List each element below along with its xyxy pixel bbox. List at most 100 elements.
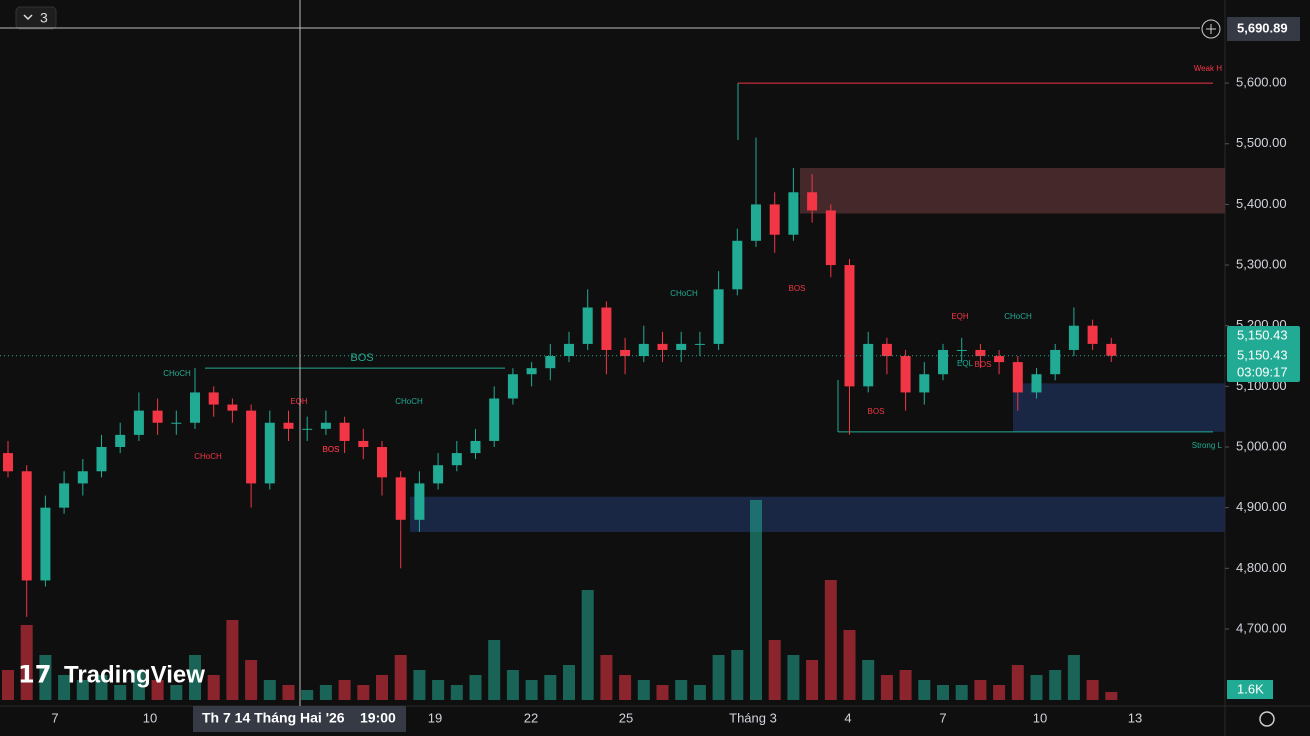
candle-body xyxy=(115,434,126,448)
volume-bar xyxy=(263,680,276,700)
candle-body xyxy=(657,343,668,350)
volume-bar xyxy=(693,685,706,700)
candle-body xyxy=(938,349,948,375)
candle-body xyxy=(620,349,631,357)
candle-body xyxy=(994,356,1005,363)
candle-body xyxy=(77,471,88,484)
volume-bar xyxy=(862,660,875,700)
volume-bar xyxy=(132,670,145,700)
volume-bar xyxy=(432,680,445,700)
volume-bar xyxy=(1030,675,1043,700)
candle-body xyxy=(526,368,537,375)
crosshair-time: 19:00 xyxy=(360,710,396,726)
candle-body xyxy=(339,422,350,441)
annotation: BOS xyxy=(789,284,806,293)
volume-bar xyxy=(843,630,856,700)
level-label: Strong L xyxy=(1192,441,1223,450)
candle-body xyxy=(320,422,331,429)
candle-body xyxy=(956,349,967,351)
volume-bar xyxy=(170,685,183,700)
candle-body xyxy=(975,349,986,357)
x-tick-label: 7 xyxy=(51,710,58,725)
candle-body xyxy=(395,477,406,520)
volume-bar xyxy=(151,680,164,700)
volume-bar xyxy=(899,670,912,700)
candle-body xyxy=(582,307,593,344)
y-tick-label: 5,000.00 xyxy=(1236,438,1287,453)
x-tick-label: 10 xyxy=(1033,710,1047,725)
add-button[interactable] xyxy=(1201,19,1221,39)
candle-body xyxy=(1087,325,1098,344)
logo-mark: 𝟭𝟳 xyxy=(18,661,51,688)
annotation: CHoCH xyxy=(670,289,698,298)
volume-bar xyxy=(656,685,669,700)
volume-bar xyxy=(955,685,968,700)
countdown: 03:09:17 xyxy=(1237,364,1288,379)
candle-body xyxy=(40,507,51,581)
candle-body xyxy=(1031,374,1042,393)
candle-body xyxy=(377,447,387,478)
volume-bar xyxy=(675,680,688,700)
logo-text: TradingView xyxy=(64,661,205,688)
candle-body xyxy=(545,356,556,369)
plot: BOS Weak H Strong L CHoCH CHoCH EQH BOS CHoCH BO… xyxy=(2,64,1225,700)
volume-bar xyxy=(189,655,201,700)
candle-body xyxy=(769,204,780,235)
annotation: BOS xyxy=(323,445,340,454)
volume-bar xyxy=(993,685,1006,700)
volume-bar xyxy=(76,680,89,700)
candle-body xyxy=(1068,325,1079,350)
volume-bar xyxy=(637,680,650,700)
annotation: CHoCH xyxy=(1004,312,1032,321)
candle-body xyxy=(302,428,313,430)
volume-bar xyxy=(787,655,800,700)
volume-bar xyxy=(413,670,426,700)
candle-body xyxy=(190,392,200,423)
candle-body xyxy=(694,343,705,345)
annotation: CHoCH xyxy=(163,369,191,378)
volume-bar xyxy=(282,685,295,700)
candle-body xyxy=(227,404,238,411)
candle-body xyxy=(152,410,163,423)
volume-bar xyxy=(563,665,575,700)
candle-body xyxy=(246,410,257,484)
x-tick-label: 10 xyxy=(143,710,157,725)
annotation: EQH xyxy=(951,312,969,321)
volume-bar xyxy=(600,655,613,700)
volume-bar xyxy=(207,675,220,700)
volume-bar xyxy=(712,655,725,700)
candle-body xyxy=(433,465,444,484)
candle-body xyxy=(358,440,369,448)
y-tick-label: 5,300.00 xyxy=(1236,256,1287,271)
level-label: Weak H xyxy=(1194,64,1223,73)
interval-button[interactable]: 3 xyxy=(15,6,57,30)
volume-bar xyxy=(619,675,632,700)
x-tick-label: 4 xyxy=(844,710,851,725)
volume-bar xyxy=(58,675,71,700)
volume-bar xyxy=(469,675,482,700)
x-tick-label: Tháng 3 xyxy=(729,710,777,725)
candle-body xyxy=(788,192,799,235)
volume-bar xyxy=(1086,680,1099,700)
candle-body xyxy=(863,343,874,387)
interval-box[interactable] xyxy=(15,6,57,30)
volume-bar xyxy=(1011,665,1024,700)
volume-bar xyxy=(39,655,52,700)
candle-body xyxy=(451,453,462,466)
candle-body xyxy=(676,343,687,350)
annotation: EQL xyxy=(957,359,974,368)
interval-label: 3 xyxy=(40,10,48,26)
zone xyxy=(800,168,1225,214)
crosshair-date: Th 7 14 Tháng Hai '26 xyxy=(202,710,345,726)
settings-button[interactable] xyxy=(1259,711,1275,727)
volume-bar xyxy=(319,685,332,700)
candle-body xyxy=(732,240,743,290)
candle-body xyxy=(414,483,425,520)
chevron xyxy=(23,14,33,21)
volume-bar xyxy=(506,670,519,700)
y-tick-label: 4,900.00 xyxy=(1236,499,1287,514)
annotation: BOS xyxy=(868,407,885,416)
volume-bar xyxy=(357,685,370,700)
volume-bar xyxy=(1049,670,1062,700)
